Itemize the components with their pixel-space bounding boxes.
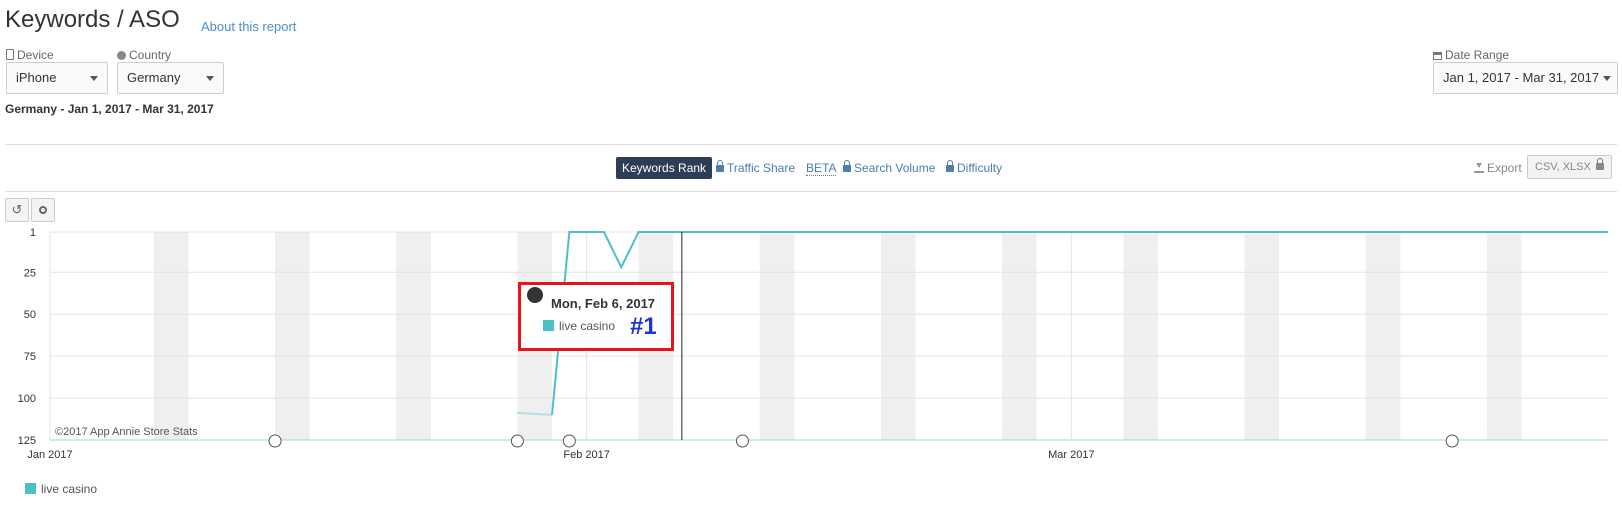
weekend-band [1244,232,1280,440]
legend-swatch [25,483,36,494]
tooltip-date: Mon, Feb 6, 2017 [551,296,656,311]
tooltip-series: live casino [543,319,615,333]
download-icon [1474,163,1484,173]
page-title: Keywords / ASO [5,6,180,33]
device-value: iPhone [16,70,57,85]
report-subtitle: Germany - Jan 1, 2017 - Mar 31, 2017 [5,102,214,116]
series-line-live-casino [551,231,1608,415]
series-swatch [543,320,554,331]
date-range-value: Jan 1, 2017 - Mar 31, 2017 [1443,70,1600,85]
annotation-marker[interactable] [735,434,749,448]
country-select[interactable]: Germany [117,62,224,94]
device-select[interactable]: iPhone [6,62,108,94]
zoom-in-button[interactable] [31,198,55,222]
phone-icon [6,49,14,60]
export-format-button[interactable]: CSV, XLSX [1527,155,1612,179]
y-tick-label: 50 [24,309,36,321]
x-tick-label: Jan 2017 [27,449,72,460]
date-range-select[interactable]: Jan 1, 2017 - Mar 31, 2017 [1433,62,1618,94]
annotation-marker[interactable] [510,434,524,448]
legend-item-live-casino[interactable]: live casino [25,482,97,496]
chevron-down-icon [90,76,98,81]
weekend-band [1486,232,1522,440]
series-faint-segment [516,411,553,416]
globe-icon [527,287,543,303]
export-label: Export [1474,161,1522,175]
lock-icon [1595,158,1604,170]
chart-credit: ©2017 App Annie Store Stats [55,426,198,438]
y-tick-label: 125 [18,435,36,447]
about-report-link[interactable]: About this report [201,19,297,34]
annotation-bubble-icon [735,434,749,448]
tab-keywords-rank[interactable]: Keywords Rank [616,157,713,179]
date-range-label: Date Range [1433,48,1509,62]
country-value: Germany [127,70,181,85]
x-tick-label: Mar 2017 [1048,449,1094,460]
annotation-bubble-icon [268,434,282,448]
weekend-band [275,232,310,440]
undo-icon: ↺ [11,202,23,217]
device-label: Device [6,48,54,62]
weekend-band [1123,232,1158,440]
weekend-band [1365,232,1401,440]
divider [5,191,1617,192]
globe-icon [117,51,126,60]
annotation-marker[interactable] [562,434,576,448]
y-tick-label: 100 [18,393,36,405]
chevron-down-icon [1603,76,1611,81]
weekend-band [153,232,189,440]
calendar-icon [1433,52,1442,60]
chevron-down-icon [206,76,214,81]
weekend-band [1002,232,1037,440]
lock-icon [716,160,724,172]
y-tick-label: 75 [24,351,36,363]
lock-icon [843,160,851,172]
country-label: Country [117,48,171,62]
divider [5,144,1617,145]
tab-search-volume[interactable]: Search Volume [843,160,935,175]
y-tick-label: 25 [24,267,36,279]
tab-traffic-share[interactable]: Traffic Share [716,160,795,175]
annotation-bubble-icon [1445,434,1459,448]
tab-difficulty[interactable]: Difficulty [946,160,1002,175]
annotation-marker[interactable] [1445,434,1459,448]
zoom-in-icon [39,206,47,214]
weekend-band [759,232,795,440]
y-tick-label: 1 [30,227,36,239]
lock-icon [946,160,954,172]
annotation-bubble-icon [562,434,576,448]
reset-zoom-button[interactable]: ↺ [5,198,29,222]
beta-badge: BETA [806,161,837,176]
weekend-band [880,232,916,440]
x-tick-label: Feb 2017 [563,449,609,460]
annotation-bubble-icon [510,434,524,448]
tooltip-rank: #1 [630,313,657,340]
chart-tooltip: Mon, Feb 6, 2017 live casino #1 [518,282,674,351]
annotation-marker[interactable] [268,434,282,448]
weekend-band [396,232,431,440]
